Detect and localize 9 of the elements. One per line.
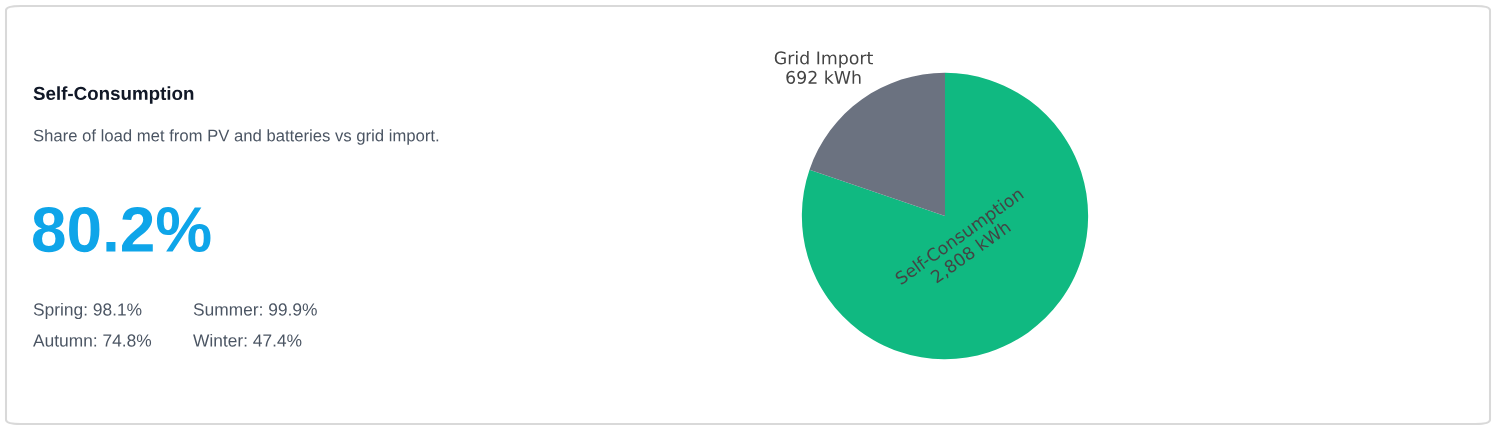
text: 80.2% [33, 206, 211, 253]
text: Summer: 99.9% [193, 303, 317, 316]
text: Share of load met from PV and batteries vs grid import. [33, 129, 439, 145]
text: Spring: 98.1% [33, 302, 142, 320]
text: Self-Consumption [33, 86, 194, 104]
text: Autumn: 74.8% [33, 334, 152, 347]
data-label: 692 kWh [786, 70, 861, 84]
text: Winter: 47.4% [193, 333, 302, 347]
slice-label: Grid Import [774, 51, 873, 68]
